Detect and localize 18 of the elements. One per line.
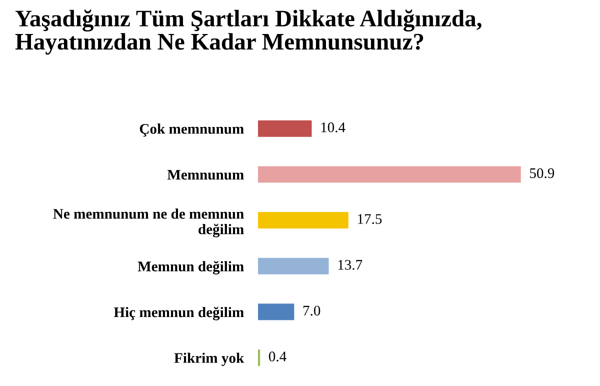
bar <box>258 120 312 137</box>
bar <box>258 258 329 274</box>
y-tick-label: Memnunum <box>167 170 244 180</box>
data-label: 10.4 <box>321 122 346 132</box>
bar <box>258 166 521 183</box>
data-label: 7.0 <box>303 306 320 316</box>
data-label: 50.9 <box>530 168 554 178</box>
y-tick-label: Memnun değilim <box>138 260 244 274</box>
y-tick-label: Çok memnunum <box>140 124 244 137</box>
y-tick-label: Hiç memnun değilim <box>114 306 244 320</box>
bar <box>258 212 348 229</box>
data-label: 0.4 <box>268 352 286 362</box>
data-label: 17.5 <box>358 214 382 224</box>
data-label: 13.7 <box>338 260 362 270</box>
y-tick-label: Fikrim yok <box>174 352 244 366</box>
y-tick-label: Ne memnunum ne de memnun değilim <box>53 208 244 238</box>
chart-title: Yaşadığınız Tüm Şartları Dikkate Aldığınızda, Hayatınızdan Ne Kadar Memnunsunuz? <box>15 10 482 55</box>
bar <box>258 304 294 320</box>
